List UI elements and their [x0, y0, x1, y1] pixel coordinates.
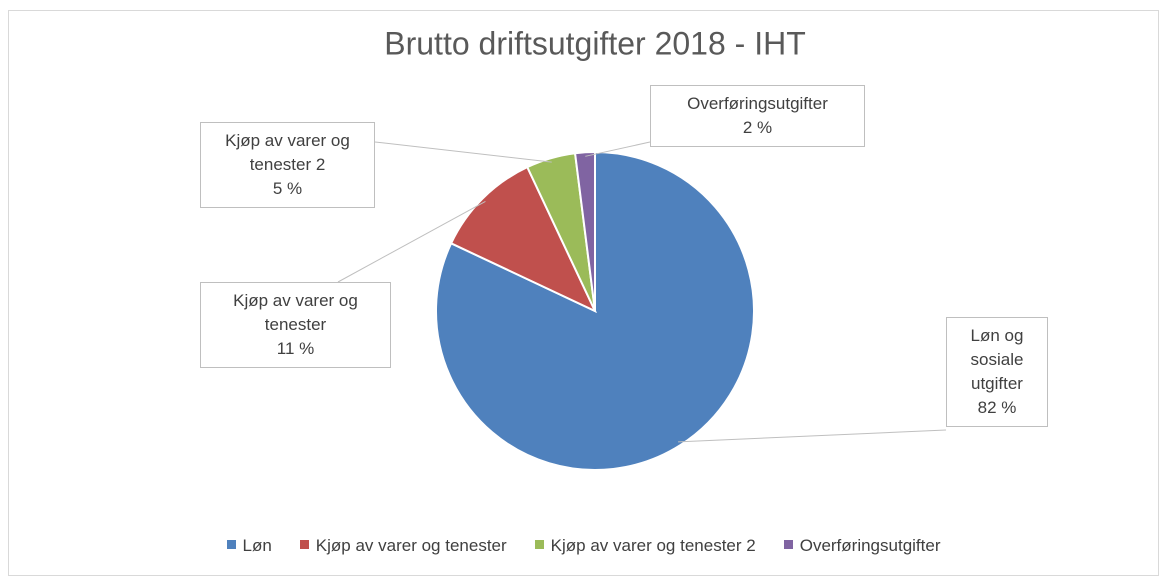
legend-item: Kjøp av varer og tenester 2 [534, 536, 756, 556]
data-label-value: 82 % [977, 398, 1017, 417]
legend-item: Kjøp av varer og tenester [299, 536, 507, 556]
legend-item: Overføringsutgifter [783, 536, 941, 556]
data-label-name: Løn og sosiale utgifter [970, 326, 1024, 393]
legend-swatch [299, 540, 309, 549]
pie-slice [449, 165, 598, 314]
leader-line [678, 429, 947, 443]
pie-slice [573, 150, 596, 312]
legend-swatch [783, 540, 793, 549]
data-label: Kjøp av varer og tenester 11 % [200, 282, 391, 368]
data-label-value: 5 % [272, 179, 303, 198]
legend-label: Løn [242, 536, 272, 555]
legend-swatch [226, 540, 236, 549]
data-label-value: 2 % [742, 118, 773, 137]
legend-label: Overføringsutgifter [799, 536, 941, 555]
data-label-name: Kjøp av varer og tenester 2 [225, 131, 350, 174]
legend-label: Kjøp av varer og tenester 2 [550, 536, 756, 555]
legend: Løn Kjøp av varer og tenester Kjøp av vare… [0, 536, 1167, 556]
data-label: Løn og sosiale utgifter 82 % [946, 317, 1048, 427]
data-label: Kjøp av varer og tenester 2 5 % [200, 122, 375, 208]
legend-label: Kjøp av varer og tenester [315, 536, 507, 555]
data-label-name: Overføringsutgifter [687, 94, 828, 113]
legend-swatch [534, 540, 544, 549]
data-label-value: 11 % [276, 339, 315, 358]
leader-line [585, 141, 651, 157]
data-label-name: Kjøp av varer og tenester [233, 291, 358, 334]
leader-line [337, 200, 486, 283]
legend-item: Løn [226, 536, 272, 556]
chart-title: Brutto driftsutgifter 2018 - IHT [384, 25, 806, 61]
leader-line [374, 141, 552, 163]
data-label: Overføringsutgifter 2 % [650, 85, 865, 147]
